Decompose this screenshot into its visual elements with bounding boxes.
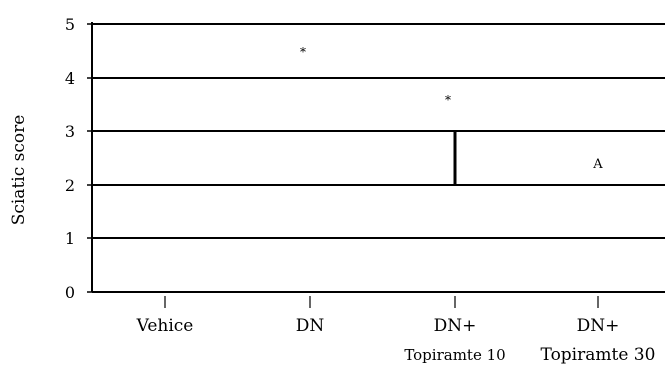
x-sublabel-2: Topiramte 10 (404, 346, 505, 364)
axes (91, 22, 665, 293)
annotation-2: * (445, 93, 451, 107)
y-tick-labels: 0 1 2 3 4 5 (65, 15, 92, 302)
annotation-3: A (592, 157, 603, 172)
x-tick-label-3: DN+ (577, 316, 620, 336)
annotation-1: * (300, 45, 306, 59)
x-tick-label-2: DN+ (434, 316, 477, 336)
x-tick-label-0: Vehice (136, 316, 194, 336)
y-axis-label: Sciatic score (9, 115, 29, 226)
x-ticks: Vehice DN DN+ DN+ Topiramte 10 Topiramte 30 (136, 296, 656, 365)
data-marks: * * A (300, 45, 603, 185)
y-tick-label-0: 0 (65, 283, 75, 302)
x-tick-label-1: DN (296, 316, 325, 336)
gridlines (92, 23, 665, 239)
y-tick-label-1: 1 (65, 229, 75, 248)
y-tick-label-2: 2 (65, 176, 75, 195)
x-sublabel-3: Topiramte 30 (541, 345, 656, 365)
y-tick-label-4: 4 (65, 69, 75, 88)
y-tick-label-3: 3 (65, 122, 75, 141)
y-tick-label-5: 5 (65, 15, 75, 34)
